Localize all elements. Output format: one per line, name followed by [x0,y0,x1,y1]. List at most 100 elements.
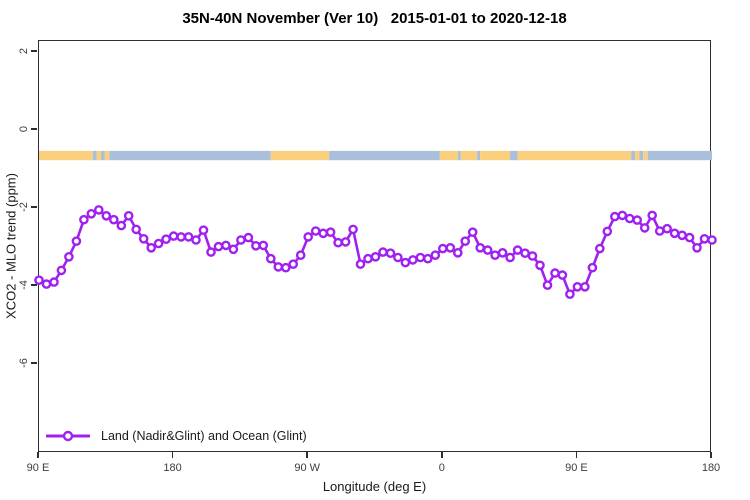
data-point-marker [221,240,231,251]
data-point-marker [288,259,298,269]
data-point-marker [191,235,201,245]
ocean-band-segment [631,150,635,161]
y-axis-label: XCO2 - MLO trend (ppm) [3,173,19,319]
x-tick-mark [306,452,308,458]
data-point-marker [64,251,74,262]
data-point-marker [183,232,194,242]
data-point-marker [325,227,336,237]
data-point-marker [123,210,134,221]
legend: Land (Nadir&Glint) and Ocean (Glint) [44,429,307,443]
x-tick-mark [441,452,443,458]
data-point-marker [707,235,717,245]
data-point-marker [408,255,418,265]
data-point-marker [624,213,635,224]
data-point-marker [587,262,598,273]
data-point-marker [400,257,411,268]
data-point-marker [273,262,284,272]
y-tick-label: 0 [18,125,30,133]
data-point-marker [580,281,590,292]
data-point-marker [94,205,104,215]
data-point-marker [460,236,471,246]
ocean-band-segment [109,150,271,161]
data-point-marker [452,247,463,258]
data-point-marker [116,220,127,231]
data-point-marker [340,237,351,247]
data-point-marker [310,226,321,236]
data-point-marker [348,224,358,235]
y-tick-mark [31,362,37,364]
data-point-marker [385,248,396,258]
data-point-marker [363,253,373,264]
y-tick-mark [31,206,37,208]
x-tick-mark [575,452,578,458]
data-point-marker [370,251,381,262]
data-point-marker [595,243,605,254]
data-point-marker [639,223,650,233]
land-band-segment [104,150,110,161]
ocean-band-segment [457,150,461,161]
x-tick-label: 90 W [294,462,321,474]
legend-marker-icon [46,430,90,442]
plot-area [34,40,717,452]
data-point-marker [445,242,456,253]
data-point-marker [669,228,680,239]
land-band-segment [96,150,102,161]
x-tick-label: 90 E [26,462,50,474]
data-point-marker [138,233,149,244]
x-tick-label: 180 [163,462,182,474]
data-point-marker [168,231,179,241]
land-band-segment [39,150,93,161]
data-point-marker [475,242,486,253]
land-band-segment [439,150,458,161]
data-point-marker [393,252,403,263]
data-point-marker [355,259,366,269]
data-point-marker [430,250,441,260]
data-point-marker [86,208,97,219]
data-point-marker [662,223,672,234]
data-point-marker [34,275,44,285]
data-point-marker [153,238,164,249]
data-point-marker [378,247,388,257]
x-tick-label: 0 [438,462,445,474]
data-point-marker [258,240,269,251]
data-point-marker [437,243,448,254]
land-band-segment [460,150,478,161]
data-point-marker [109,214,119,225]
chart-title: 35N-40N November (Ver 10) 2015-01-01 to … [182,10,567,27]
x-tick-mark [710,452,712,458]
ocean-band-segment [510,150,518,161]
data-point-marker [206,247,216,257]
ocean-band-segment [329,150,440,161]
data-point-marker [213,241,224,252]
data-point-marker [422,253,433,264]
data-point-marker [610,211,620,222]
ocean-band-segment [639,150,644,161]
data-point-marker [467,227,478,237]
data-point-marker [654,226,665,236]
data-point-marker [527,251,538,261]
land-band-segment [643,150,648,161]
data-point-marker [146,242,156,253]
data-point-marker [415,252,426,263]
data-point-marker [632,215,643,225]
y-tick-mark [31,50,37,52]
y-tick-label: -4 [18,280,30,290]
data-point-marker [542,280,553,290]
data-point-marker [557,270,568,280]
x-tick-mark [37,452,39,458]
ocean-band-segment [92,150,97,161]
data-point-marker [303,232,314,242]
data-point-marker [176,232,186,242]
y-tick-mark [31,284,37,286]
data-point-marker [161,234,171,244]
x-tick-label: 180 [701,462,721,474]
data-point-marker [692,242,702,253]
data-point-marker [318,228,329,239]
data-point-marker [280,262,291,273]
plot-canvas [34,150,717,299]
data-point-marker [295,250,306,260]
land-band-segment [634,150,640,161]
data-point-marker [236,235,246,245]
data-point-marker [251,240,261,251]
